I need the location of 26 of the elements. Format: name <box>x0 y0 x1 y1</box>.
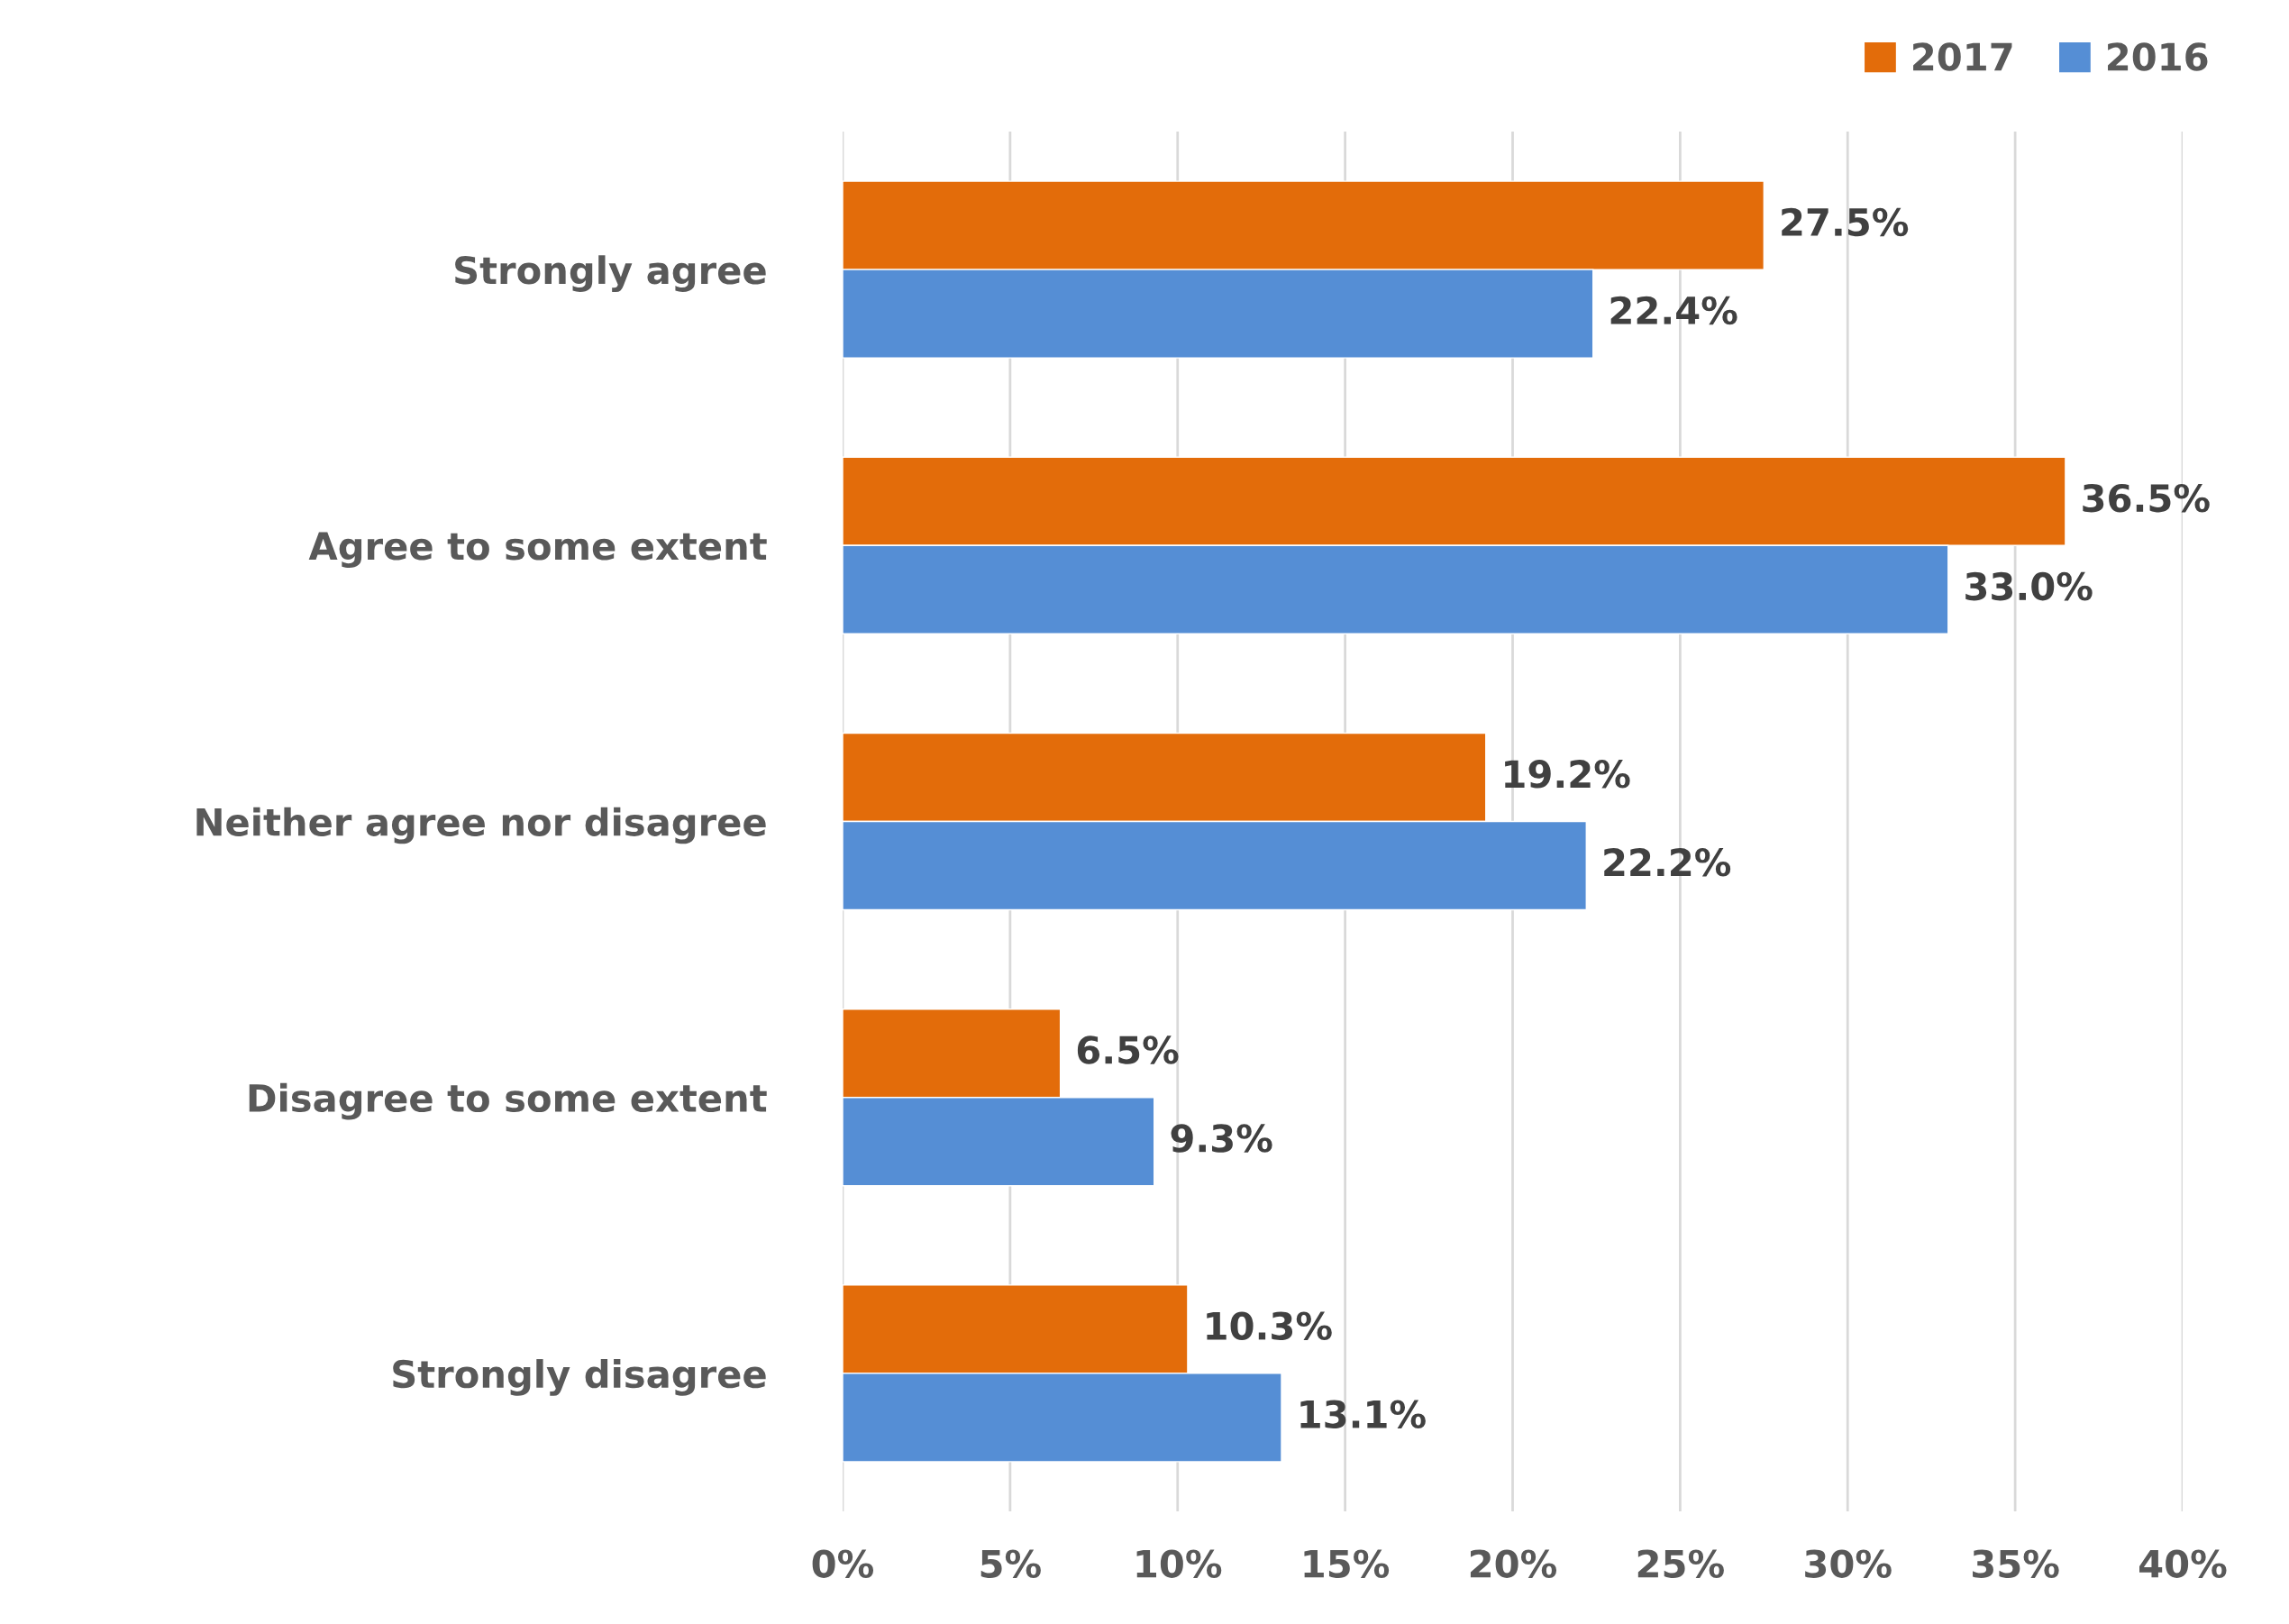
data-label: 36.5% <box>2083 483 2210 513</box>
data-label: 22.2% <box>1604 848 1731 877</box>
data-label: 9.3% <box>1171 1124 1272 1153</box>
legend-label: 2016 <box>2108 42 2208 71</box>
x-tick-label: 30% <box>1805 1549 1892 1578</box>
x-tick-label: 35% <box>1973 1549 2059 1578</box>
y-tick-label: Disagree to some extent <box>249 1082 767 1120</box>
x-tick-label: 25% <box>1637 1549 1724 1578</box>
x-tick-label: 40% <box>2139 1549 2227 1578</box>
x-tick-label: 15% <box>1304 1549 1390 1578</box>
data-label: 19.2% <box>1505 760 1630 789</box>
legend-label: 2017 <box>1913 42 2012 71</box>
data-label: 13.1% <box>1300 1400 1426 1428</box>
y-tick-label: Strongly disagree <box>393 1359 766 1396</box>
y-tick-label: Neither agree nor disagree <box>196 807 766 844</box>
x-tick-label: 20% <box>1470 1549 1557 1578</box>
x-tick-label: 5% <box>980 1549 1041 1578</box>
x-tick-label: 0% <box>812 1549 874 1578</box>
data-label: 33.0% <box>1965 571 2093 601</box>
data-label: 10.3% <box>1207 1311 1332 1340</box>
data-label: 22.4% <box>1610 296 1737 325</box>
y-tick-label: Strongly agree <box>455 255 766 292</box>
y-tick-label: Agree to some extent <box>308 532 767 568</box>
data-label: 27.5% <box>1782 207 1909 237</box>
data-label: 6.5% <box>1077 1036 1179 1064</box>
x-tick-label: 10% <box>1136 1549 1222 1578</box>
